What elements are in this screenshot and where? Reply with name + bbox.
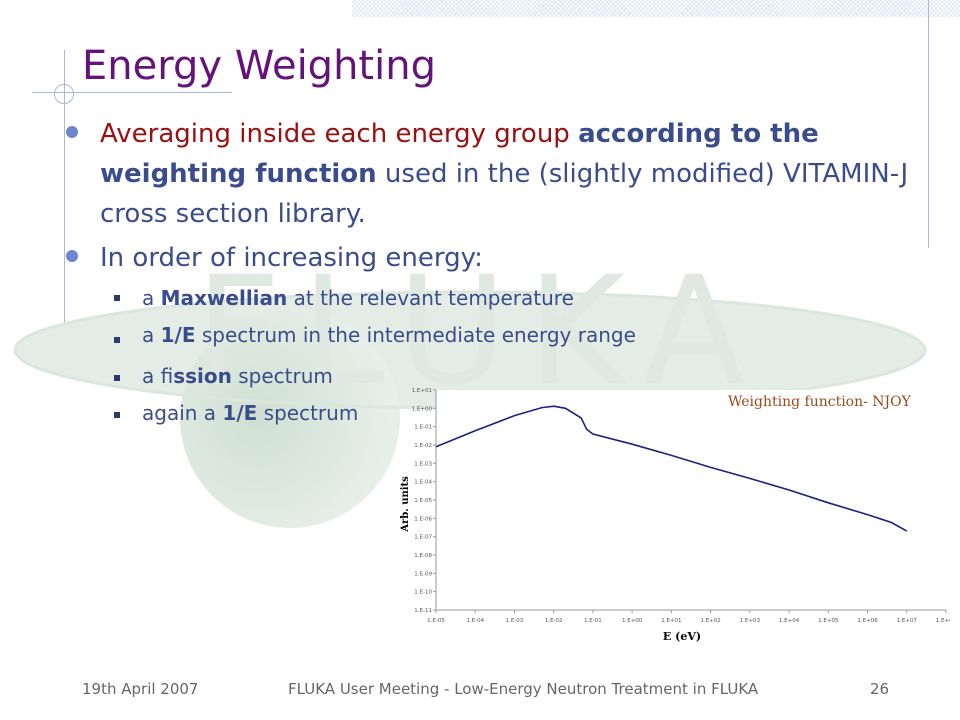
decorative-vertical-line (64, 50, 65, 330)
y-axis-label: Arb. units (400, 476, 411, 533)
bullet-dot (66, 126, 78, 138)
x-tick-label: 1.E-04 (466, 618, 484, 624)
plot-area (436, 390, 946, 610)
y-tick-label: 1.E+01 (412, 388, 432, 394)
series-line (435, 405, 908, 532)
x-tick-label: 1.E-01 (584, 618, 602, 624)
footer-title: FLUKA User Meeting - Low-Energy Neutron … (288, 680, 759, 698)
y-tick-label: 1.E-11 (414, 608, 432, 614)
x-tick-label: 1.E-03 (506, 618, 524, 624)
bullet-increasing-energy: In order of increasing energy: (100, 243, 483, 273)
y-tick-label: 1.E-05 (414, 498, 432, 504)
bullet-dot (66, 250, 78, 262)
x-tick-label: 1.E+06 (857, 618, 878, 624)
bullet-averaging: Averaging inside each energy group accor… (100, 119, 909, 229)
y-tick-label: 1.E-06 (414, 516, 432, 522)
header-hatch-band (352, 0, 960, 17)
footer-date: 19th April 2007 (82, 680, 199, 698)
sub-bullet-square (114, 337, 120, 343)
y-tick-label: 1.E+00 (412, 406, 433, 412)
weighting-function-chart: Weighting function- NJOY E (eV) Arb. uni… (400, 388, 950, 643)
y-tick-label: 1.E-09 (414, 571, 432, 577)
y-tick-label: 1.E-07 (414, 535, 432, 541)
sub-bullet-fission: a fission spectrum (142, 364, 333, 388)
x-tick-label: 1.E+07 (897, 618, 918, 624)
decorative-right-line (928, 0, 929, 248)
x-tick-label: 1.E+00 (622, 618, 643, 624)
x-axis-label: E (eV) (663, 630, 701, 643)
sub-bullet-square (114, 412, 120, 418)
decorative-circle (54, 84, 74, 104)
y-tick-label: 1.E-02 (414, 443, 432, 449)
sub-bullet-square (114, 375, 120, 381)
chart-title: Weighting function- NJOY (728, 394, 912, 410)
x-tick-label: 1.E+08 (936, 618, 950, 624)
x-tick-label: 1.E+02 (700, 618, 720, 624)
footer-page-number: 26 (870, 680, 890, 698)
y-tick-label: 1.E-04 (414, 480, 432, 486)
x-tick-label: 1.E+04 (779, 618, 800, 624)
x-tick-label: 1.E+03 (740, 618, 761, 624)
y-tick-label: 1.E-08 (414, 553, 432, 559)
y-tick-label: 1.E-10 (414, 590, 432, 596)
sub-bullet-square (114, 295, 120, 301)
y-tick-label: 1.E-03 (414, 461, 432, 467)
y-tick-label: 1.E-01 (414, 425, 432, 431)
sub-bullet-1-over-e: a 1/E spectrum in the intermediate energ… (142, 323, 636, 347)
x-tick-label: 1.E+01 (661, 618, 681, 624)
sub-bullet-again-1-over-e: again a 1/E spectrum (142, 401, 359, 425)
sub-bullet-maxwellian: a Maxwellian at the relevant temperature (142, 286, 574, 310)
x-tick-label: 1.E-05 (427, 618, 445, 624)
decorative-horizontal-line (32, 92, 232, 93)
x-tick-label: 1.E-02 (545, 618, 563, 624)
slide-title: Energy Weighting (82, 43, 436, 89)
x-tick-label: 1.E+05 (818, 618, 839, 624)
